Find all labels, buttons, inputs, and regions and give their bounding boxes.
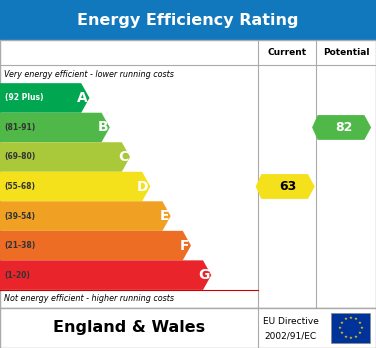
Polygon shape — [0, 113, 110, 142]
Text: Very energy efficient - lower running costs: Very energy efficient - lower running co… — [4, 70, 174, 79]
Text: ★: ★ — [343, 317, 347, 321]
Text: ★: ★ — [340, 331, 343, 335]
Text: D: D — [137, 180, 149, 193]
Text: G: G — [198, 268, 209, 282]
Text: ★: ★ — [359, 326, 364, 330]
Polygon shape — [312, 115, 371, 140]
Text: F: F — [180, 239, 189, 253]
Text: ★: ★ — [343, 335, 347, 339]
Bar — [331, 313, 370, 343]
Bar — [0, 0, 376, 40]
Text: ★: ★ — [358, 331, 362, 335]
Text: (69-80): (69-80) — [5, 152, 36, 161]
Text: EU Directive: EU Directive — [263, 317, 319, 326]
Text: (81-91): (81-91) — [5, 123, 36, 132]
Text: A: A — [77, 91, 88, 105]
Text: ★: ★ — [358, 321, 362, 325]
Text: ★: ★ — [338, 326, 342, 330]
Polygon shape — [0, 172, 150, 201]
Text: ★: ★ — [354, 317, 358, 321]
Text: Current: Current — [267, 48, 306, 57]
Bar — [0, 308, 376, 348]
Text: (92 Plus): (92 Plus) — [5, 93, 43, 102]
Text: ★: ★ — [354, 335, 358, 339]
Text: ★: ★ — [349, 336, 353, 340]
Text: 82: 82 — [336, 121, 353, 134]
Text: (21-38): (21-38) — [5, 241, 36, 250]
Text: 2002/91/EC: 2002/91/EC — [265, 332, 317, 340]
Text: E: E — [159, 209, 169, 223]
Text: Energy Efficiency Rating: Energy Efficiency Rating — [77, 13, 299, 27]
Polygon shape — [0, 201, 171, 231]
Text: (55-68): (55-68) — [5, 182, 35, 191]
Text: ★: ★ — [349, 316, 353, 320]
Polygon shape — [0, 231, 191, 260]
Text: (39-54): (39-54) — [5, 212, 35, 221]
Polygon shape — [0, 83, 89, 113]
Text: 63: 63 — [279, 180, 297, 193]
Text: (1-20): (1-20) — [5, 271, 30, 280]
Text: England & Wales: England & Wales — [53, 321, 205, 335]
Polygon shape — [256, 174, 315, 199]
Polygon shape — [0, 260, 211, 290]
Text: B: B — [97, 120, 108, 134]
Bar — [0, 40, 376, 308]
Text: ★: ★ — [340, 321, 343, 325]
Text: Potential: Potential — [323, 48, 369, 57]
Text: Not energy efficient - higher running costs: Not energy efficient - higher running co… — [4, 294, 174, 303]
Polygon shape — [0, 142, 130, 172]
Text: C: C — [118, 150, 128, 164]
